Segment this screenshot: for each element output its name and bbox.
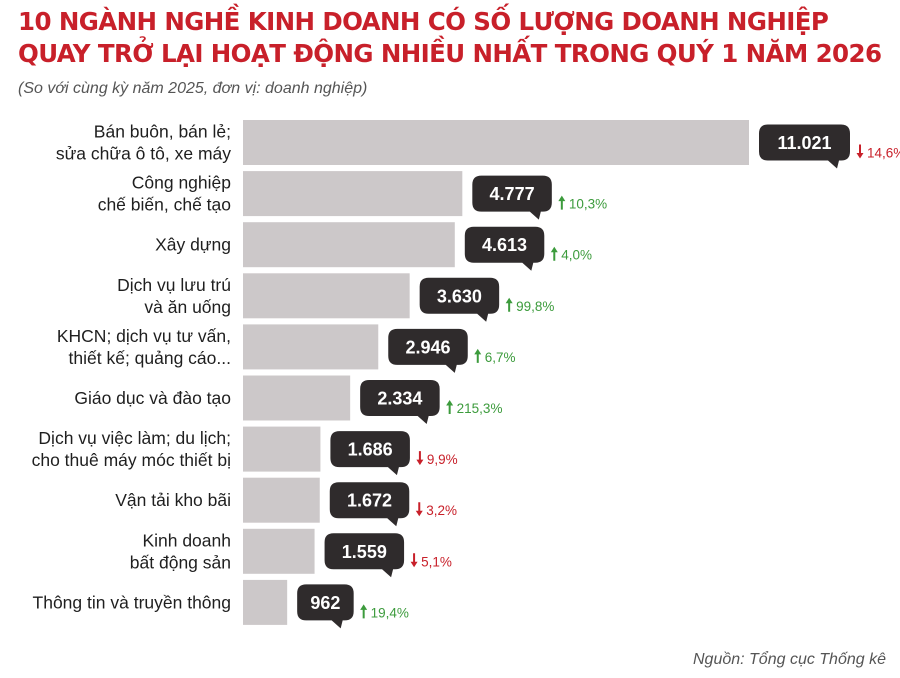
up-arrow-icon bbox=[446, 400, 454, 414]
down-arrow-icon bbox=[416, 451, 424, 466]
value-callout bbox=[472, 175, 552, 220]
bar-row: KHCN; dịch vụ tư vấn,thiết kế; quảng cáo… bbox=[57, 324, 516, 373]
value-label: 2.334 bbox=[377, 389, 422, 409]
bar-row: Bán buôn, bán lẻ;sửa chữa ô tô, xe máy 11… bbox=[56, 120, 900, 169]
value-label: 1.672 bbox=[347, 491, 392, 511]
value-label: 1.686 bbox=[348, 440, 393, 460]
bar bbox=[243, 222, 455, 268]
bar bbox=[243, 120, 749, 165]
change-label: 4,0% bbox=[561, 248, 592, 263]
category-label: Xây dựng bbox=[155, 235, 231, 255]
bar bbox=[243, 426, 321, 472]
value-callout bbox=[329, 482, 410, 527]
change-label: 19,4% bbox=[371, 605, 409, 620]
category-label: Bán buôn, bán lẻ; bbox=[94, 122, 231, 142]
bar bbox=[243, 171, 463, 217]
down-arrow-icon bbox=[856, 144, 864, 159]
up-arrow-icon bbox=[558, 195, 566, 210]
chart-title-line-2: QUAY TRỞ LẠI HOẠT ĐỘNG NHIỀU NHẤT TRONG … bbox=[18, 39, 882, 68]
value-label: 4.613 bbox=[482, 235, 527, 255]
value-label: 4.777 bbox=[490, 184, 535, 204]
bar bbox=[243, 579, 288, 625]
value-callout bbox=[419, 277, 500, 322]
category-label: Thông tin và truyền thông bbox=[33, 592, 231, 612]
bar-row: Xây dựng 4.613 4,0% bbox=[155, 222, 592, 271]
chart-title-line-1: 10 NGÀNH NGHỀ KINH DOANH CÓ SỐ LƯỢNG DOA… bbox=[18, 7, 829, 36]
bar-row: Vận tải kho bãi 1.672 3,2% bbox=[115, 477, 457, 527]
change-label: 215,3% bbox=[457, 401, 503, 416]
bar bbox=[243, 477, 320, 523]
category-label: cho thuê máy móc thiết bị bbox=[32, 450, 231, 470]
category-label: bất động sản bbox=[130, 552, 231, 572]
value-callout bbox=[360, 380, 440, 424]
category-label: KHCN; dịch vụ tư vấn, bbox=[57, 326, 231, 346]
up-arrow-icon bbox=[550, 246, 558, 261]
up-arrow-icon bbox=[505, 297, 513, 312]
down-arrow-icon bbox=[410, 553, 418, 568]
value-label: 1.559 bbox=[342, 542, 387, 562]
change-label: 14,6% bbox=[867, 146, 900, 161]
up-arrow-icon bbox=[474, 348, 482, 363]
bar bbox=[243, 324, 379, 370]
bar bbox=[243, 375, 351, 421]
change-label: 5,1% bbox=[421, 554, 452, 569]
value-label: 2.946 bbox=[405, 337, 450, 357]
bar-row: Dịch vụ việc làm; du lịch;cho thuê máy m… bbox=[32, 426, 458, 476]
value-callout bbox=[464, 226, 545, 271]
category-label: Vận tải kho bãi bbox=[115, 490, 231, 510]
bar bbox=[243, 273, 410, 319]
bar bbox=[243, 528, 315, 574]
category-label: thiết kế; quảng cáo... bbox=[69, 348, 231, 368]
category-label: Công nghiệp bbox=[132, 173, 231, 193]
source-note: Nguồn: Tổng cục Thống kê bbox=[692, 651, 886, 668]
change-label: 9,9% bbox=[427, 452, 458, 467]
category-label: Dịch vụ lưu trú bbox=[117, 275, 231, 295]
value-label: 11.021 bbox=[777, 133, 831, 153]
value-label: 3.630 bbox=[437, 286, 482, 306]
bar-row: Thông tin và truyền thông 962 19,4% bbox=[33, 579, 409, 629]
category-label: và ăn uống bbox=[144, 297, 231, 317]
category-label: chế biến, chế tạo bbox=[98, 195, 231, 215]
bar-row: Giáo dục và đào tạo 2.334 215,3% bbox=[74, 375, 503, 424]
up-arrow-icon bbox=[360, 604, 368, 619]
change-label: 10,3% bbox=[569, 197, 607, 212]
value-callout bbox=[324, 533, 405, 578]
change-label: 99,8% bbox=[516, 299, 554, 314]
chart-title: 10 NGÀNH NGHỀ KINH DOANH CÓ SỐ LƯỢNG DOA… bbox=[18, 6, 888, 70]
change-label: 6,7% bbox=[485, 350, 516, 365]
value-callout bbox=[330, 431, 410, 476]
category-label: Kinh doanh bbox=[142, 530, 231, 550]
change-label: 3,2% bbox=[426, 503, 457, 518]
value-callout bbox=[297, 584, 354, 629]
down-arrow-icon bbox=[415, 502, 423, 517]
category-label: Dịch vụ việc làm; du lịch; bbox=[38, 428, 231, 448]
category-label: sửa chữa ô tô, xe máy bbox=[56, 144, 231, 164]
value-callout bbox=[388, 328, 468, 373]
chart-subtitle: (So với cùng kỳ năm 2025, đơn vị: doanh … bbox=[18, 80, 368, 97]
category-label: Giáo dục và đào tạo bbox=[74, 388, 231, 408]
value-callout bbox=[759, 124, 850, 169]
value-label: 962 bbox=[310, 593, 340, 613]
